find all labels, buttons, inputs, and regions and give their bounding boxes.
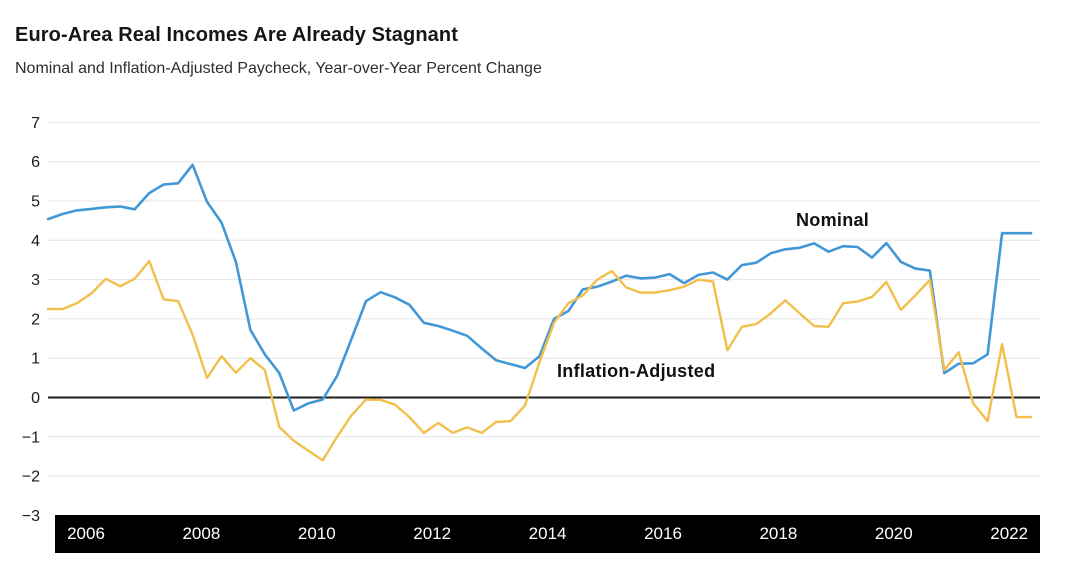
x-axis-year-label: 2014 xyxy=(528,524,567,543)
y-axis-tick-label: −3 xyxy=(22,508,40,525)
y-axis-tick-label: 5 xyxy=(31,194,40,211)
x-axis-band: 2006 2008 2010 2012 2014 2016 2018 2020 2022 xyxy=(55,515,1040,553)
series-label-inflation-adjusted: Inflation-Adjusted xyxy=(557,361,716,381)
x-axis-year-label: 2006 xyxy=(67,524,105,543)
series-line-inflation-adjusted xyxy=(46,259,1033,462)
x-axis-year-label: 2016 xyxy=(644,524,682,543)
y-axis-tick-label: −1 xyxy=(22,429,40,446)
y-axis-tick-label: 0 xyxy=(31,390,40,407)
y-axis-tick-label: 7 xyxy=(31,115,40,132)
y-axis-tick-label: 6 xyxy=(31,154,40,171)
y-axis-tick-label: 2 xyxy=(31,311,40,328)
series-label-nominal: Nominal xyxy=(796,210,870,230)
chart-title: Euro-Area Real Incomes Are Already Stagn… xyxy=(15,24,458,46)
x-axis-year-label: 2018 xyxy=(759,524,798,543)
y-axis-tick-label: −2 xyxy=(22,469,40,486)
y-axis-tick-label: 4 xyxy=(31,233,40,250)
x-axis-year-label: 2010 xyxy=(297,524,336,543)
y-axis-tick-label: 3 xyxy=(31,272,40,289)
x-axis-year-label: 2022 xyxy=(990,524,1029,543)
x-axis-year-label: 2012 xyxy=(413,524,452,543)
chart-subtitle: Nominal and Inflation-Adjusted Paycheck,… xyxy=(15,60,542,77)
x-axis-year-label: 2020 xyxy=(874,524,913,543)
x-axis-year-label: 2008 xyxy=(182,524,221,543)
y-axis-tick-label: 1 xyxy=(31,351,40,368)
series-line-nominal xyxy=(46,163,1033,412)
